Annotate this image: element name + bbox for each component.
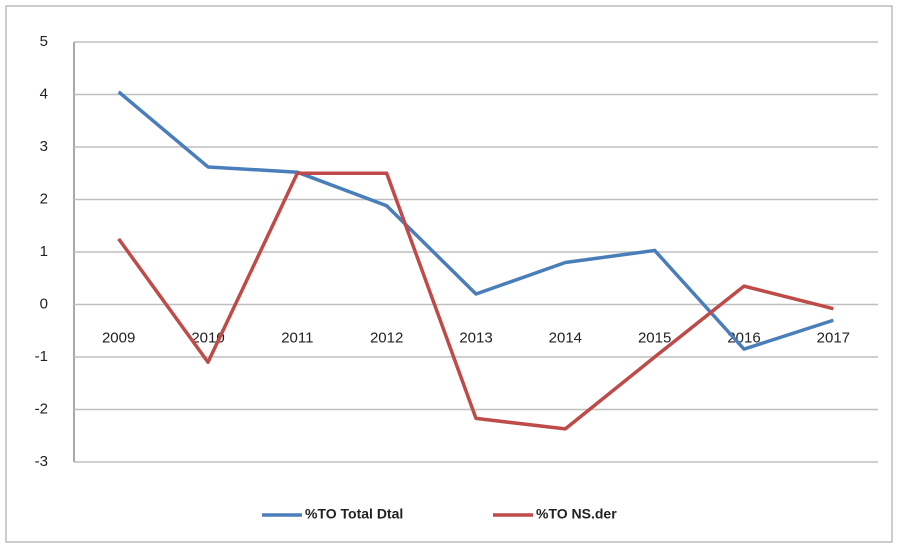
y-tick-label: 0 (40, 295, 48, 312)
y-tick-label: 3 (40, 138, 48, 155)
x-tick-label: 2011 (281, 329, 313, 346)
x-tick-label: 2014 (549, 329, 582, 346)
x-tick-label: 2013 (459, 329, 492, 346)
legend-label: %TO Total Dtal (305, 506, 403, 522)
x-tick-label: 2009 (102, 329, 135, 346)
legend-label: %TO NS.der (536, 506, 617, 522)
y-tick-label: 2 (40, 190, 48, 207)
y-tick-label: -2 (35, 400, 48, 417)
x-tick-label: 2015 (638, 329, 671, 346)
chart-frame (5, 5, 893, 543)
line-series (117, 171, 834, 431)
y-tick-label: 5 (40, 33, 48, 50)
y-tick-label: 1 (40, 243, 48, 260)
y-tick-label: -3 (35, 453, 48, 470)
x-tick-label: 2017 (817, 329, 850, 346)
y-tick-label: 4 (40, 85, 48, 102)
x-tick-label: 2012 (370, 329, 403, 346)
line-series (117, 90, 834, 351)
y-tick-label: -1 (35, 348, 48, 365)
